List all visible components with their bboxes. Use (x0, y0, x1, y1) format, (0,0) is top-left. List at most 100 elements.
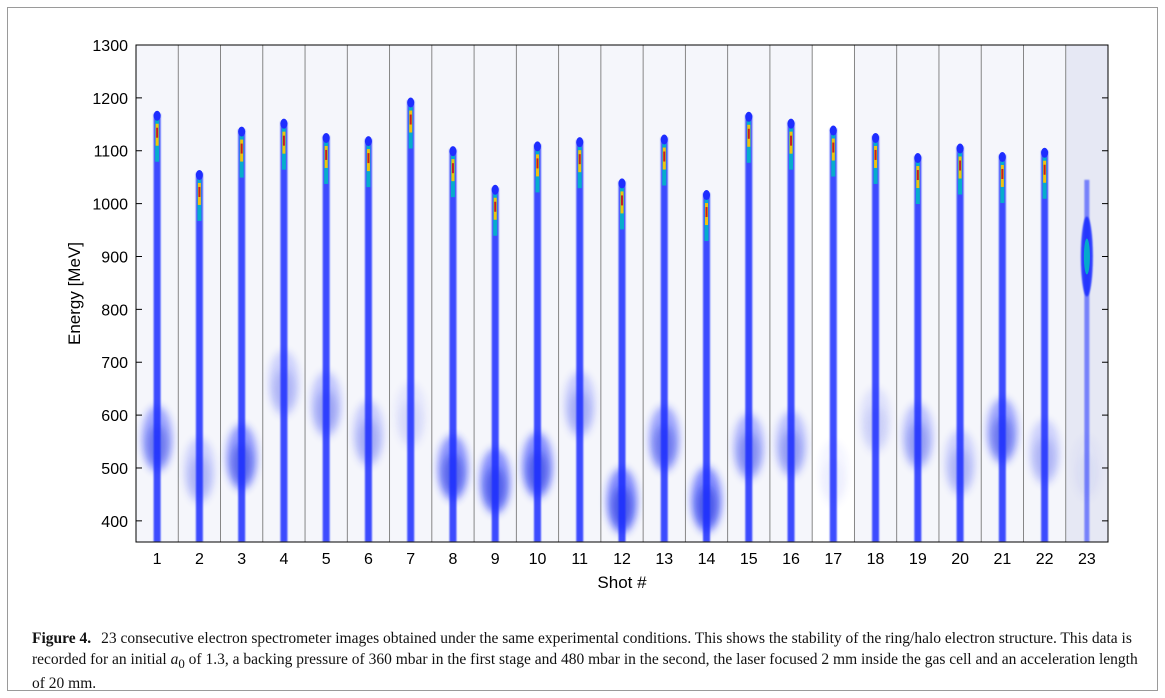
x-tick-label: 9 (491, 551, 500, 568)
x-tick-label: 19 (909, 551, 927, 568)
beam-tip-mark (533, 141, 541, 152)
shot-panel-10 (515, 45, 559, 542)
caption-symbol: a (170, 650, 179, 668)
beam-tip-mark (660, 134, 668, 145)
beam-mark (1084, 179, 1090, 542)
beam-red-mark (1043, 164, 1046, 175)
beam-red-mark (198, 186, 201, 197)
beam-tip-mark (956, 143, 964, 154)
beam-red-mark (494, 201, 497, 212)
shot-panel-14 (684, 45, 728, 542)
beam-mark (872, 135, 880, 542)
shot-panel-16 (769, 45, 813, 542)
beam-red-mark (536, 158, 539, 169)
beam-red-mark (325, 149, 328, 160)
x-tick-label: 23 (1078, 551, 1096, 568)
x-tick-label: 21 (993, 551, 1011, 568)
caption-text-start: 23 consecutive electron spectrometer ima… (32, 630, 1132, 668)
x-tick-label: 1 (153, 551, 162, 568)
beam-tip-mark (703, 190, 711, 201)
beam-tip-mark (872, 132, 880, 143)
x-tick-label: 14 (698, 551, 716, 568)
beam-red-mark (240, 143, 243, 154)
x-tick-label: 7 (406, 551, 415, 568)
y-tick-label: 1200 (92, 91, 128, 108)
beam-red-mark (663, 151, 666, 162)
beam-mark (956, 146, 964, 542)
beam-tip-mark (195, 169, 203, 180)
y-ticks-group: 400 500 600 700 800 900 1000 1100 1200 1300 (92, 38, 1108, 531)
shot-panel-7 (389, 45, 432, 542)
beam-red-mark (705, 207, 708, 218)
beam-tip-mark (576, 137, 584, 148)
beam-tip-mark (1041, 147, 1049, 158)
beam-tip-mark (407, 97, 415, 108)
beam-mark (449, 149, 457, 542)
x-tick-label: 12 (613, 551, 631, 568)
beam-tip-mark (364, 136, 372, 147)
beam-red-mark (409, 114, 412, 125)
beam-mark (280, 121, 288, 542)
shot-panel-1 (136, 45, 179, 542)
beam-mark (533, 144, 541, 542)
beam-mark (322, 135, 330, 542)
beam-mark (998, 154, 1006, 542)
x-tick-label: 20 (951, 551, 969, 568)
figure-caption: Figure 4. 23 consecutive electron spectro… (32, 629, 1142, 695)
shot-panel-21 (980, 45, 1024, 542)
beam-red-mark (367, 153, 370, 164)
shot-panel-2 (177, 45, 221, 542)
beam-mark (745, 114, 753, 542)
x-tick-label: 15 (740, 551, 758, 568)
caption-symbol-subscript: 0 (178, 655, 185, 671)
x-ticks-group: 1 2 3 4 5 6 7 8 9 10 11 12 13 14 15 16 17 18 19 20 21 22 23 (153, 551, 1096, 568)
x-tick-label: 2 (195, 551, 204, 568)
beam-mark (703, 193, 711, 542)
beam-mark (829, 128, 837, 542)
beam-tip-mark (829, 125, 837, 136)
caption-text-end: of 1.3, a backing pressure of 360 mbar i… (32, 650, 1138, 693)
shot-panel-3 (220, 45, 263, 542)
shot-panel-6 (346, 45, 390, 542)
beam-red-mark (747, 128, 750, 139)
beam-tip-mark (153, 110, 161, 121)
shot-panel-22 (1023, 45, 1066, 542)
x-tick-label: 8 (449, 551, 458, 568)
beam-hot-mark (1083, 238, 1090, 275)
shot-panel-5 (304, 45, 348, 542)
beam-red-mark (832, 142, 835, 153)
x-tick-label: 3 (237, 551, 246, 568)
x-tick-label: 10 (529, 551, 547, 568)
y-tick-label: 1300 (92, 38, 128, 55)
y-tick-label: 800 (101, 302, 128, 319)
beam-tip-mark (491, 184, 499, 195)
shot-panel-12 (600, 45, 644, 542)
beam-red-mark (578, 154, 581, 165)
beam-tip-mark (914, 153, 922, 164)
beam-tip-mark (322, 132, 330, 143)
beam-tip-mark (998, 151, 1006, 162)
beam-red-mark (621, 195, 623, 206)
beam-red-mark (959, 160, 962, 171)
y-tick-label: 700 (101, 355, 128, 372)
shot-panel-13 (642, 45, 686, 542)
shot-panel-8 (431, 45, 475, 542)
shot-panel-20 (938, 45, 982, 542)
beam-mark (914, 156, 922, 542)
shot-panel-9 (473, 45, 517, 542)
panels-group (136, 45, 1108, 542)
x-tick-label: 4 (279, 551, 288, 568)
y-tick-label: 900 (101, 249, 128, 266)
beam-mark (660, 137, 668, 542)
x-tick-label: 11 (571, 551, 588, 568)
beam-mark (618, 181, 626, 542)
x-tick-label: 17 (824, 551, 842, 568)
beam-tip-mark (280, 118, 288, 129)
beam-mark (153, 113, 161, 542)
beam-tip-mark (238, 126, 246, 137)
beam-mark (195, 172, 203, 542)
beam-mark (491, 187, 499, 542)
y-tick-label: 500 (101, 461, 128, 478)
